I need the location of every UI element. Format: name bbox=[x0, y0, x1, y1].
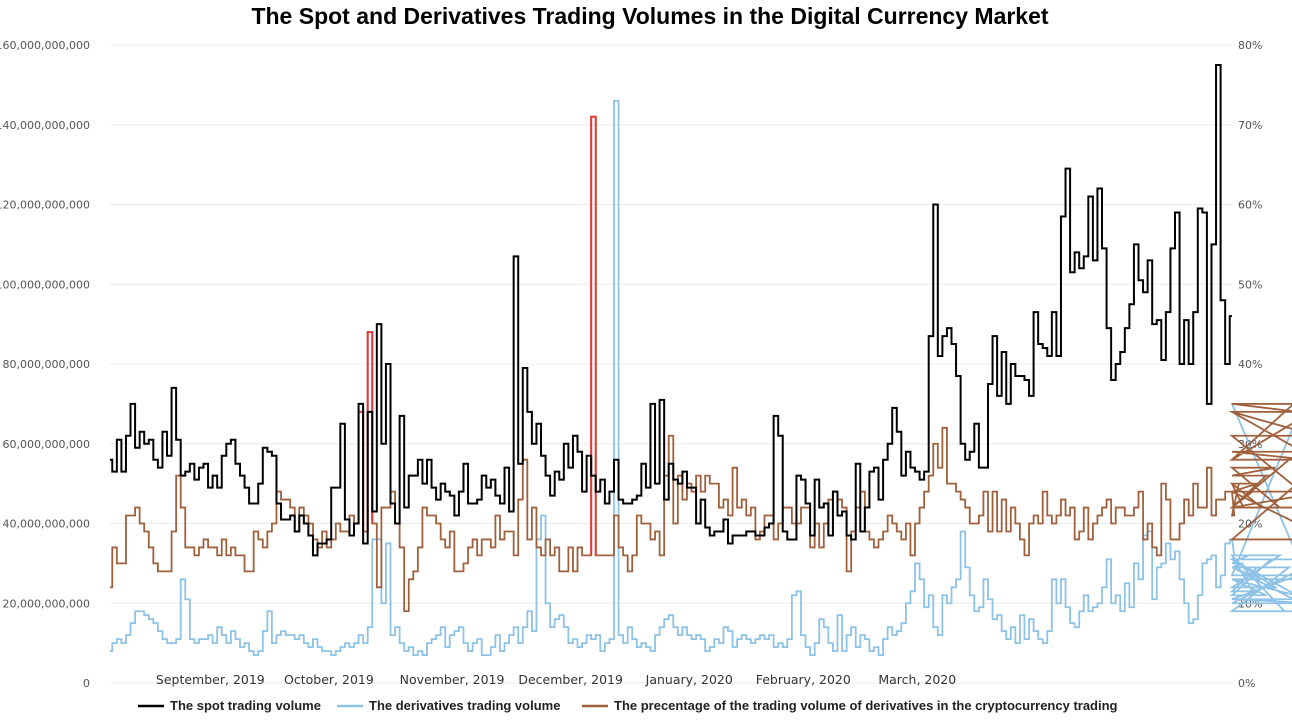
series-percentage-line bbox=[110, 115, 1292, 613]
right-tick-label: 50% bbox=[1238, 278, 1262, 291]
left-tick-label: 160,000,000,000 bbox=[0, 39, 90, 52]
x-tick-label: February, 2020 bbox=[756, 672, 851, 687]
series-derivatives-line bbox=[110, 99, 1292, 656]
left-tick-label: 0 bbox=[83, 677, 90, 690]
right-tick-label: 70% bbox=[1238, 119, 1262, 132]
grid bbox=[110, 44, 1232, 684]
left-tick-label: 80,000,000,000 bbox=[3, 358, 90, 371]
x-tick-label: September, 2019 bbox=[156, 672, 265, 687]
series-layer bbox=[110, 63, 1292, 656]
percentage-spike-highlight bbox=[590, 115, 597, 556]
right-tick-label: 60% bbox=[1238, 199, 1262, 212]
left-tick-label: 120,000,000,000 bbox=[0, 199, 90, 212]
legend-label: The derivatives trading volume bbox=[369, 698, 560, 713]
x-tick-label: November, 2019 bbox=[400, 672, 505, 687]
legend: The spot trading volume The derivatives t… bbox=[138, 698, 1118, 713]
x-tick-label: December, 2019 bbox=[518, 672, 623, 687]
x-axis: September, 2019 October, 2019 November, 20… bbox=[156, 672, 956, 687]
left-tick-label: 140,000,000,000 bbox=[0, 119, 90, 132]
left-tick-label: 100,000,000,000 bbox=[0, 278, 90, 291]
legend-label: The precentage of the trading volume of … bbox=[614, 698, 1118, 713]
chart-title: The Spot and Derivatives Trading Volumes… bbox=[251, 3, 1048, 29]
x-tick-label: January, 2020 bbox=[645, 672, 733, 687]
series-spot-line bbox=[110, 63, 1232, 557]
right-tick-label: 40% bbox=[1238, 358, 1262, 371]
legend-label: The spot trading volume bbox=[170, 698, 321, 713]
right-tick-label: 80% bbox=[1238, 39, 1262, 52]
left-tick-label: 40,000,000,000 bbox=[3, 518, 90, 531]
right-tick-label: 0% bbox=[1238, 677, 1255, 690]
x-tick-label: March, 2020 bbox=[878, 672, 956, 687]
left-tick-label: 60,000,000,000 bbox=[3, 438, 90, 451]
left-y-axis: 0 20,000,000,000 40,000,000,000 60,000,000,… bbox=[0, 39, 90, 690]
x-tick-label: October, 2019 bbox=[284, 672, 374, 687]
left-tick-label: 20,000,000,000 bbox=[3, 597, 90, 610]
